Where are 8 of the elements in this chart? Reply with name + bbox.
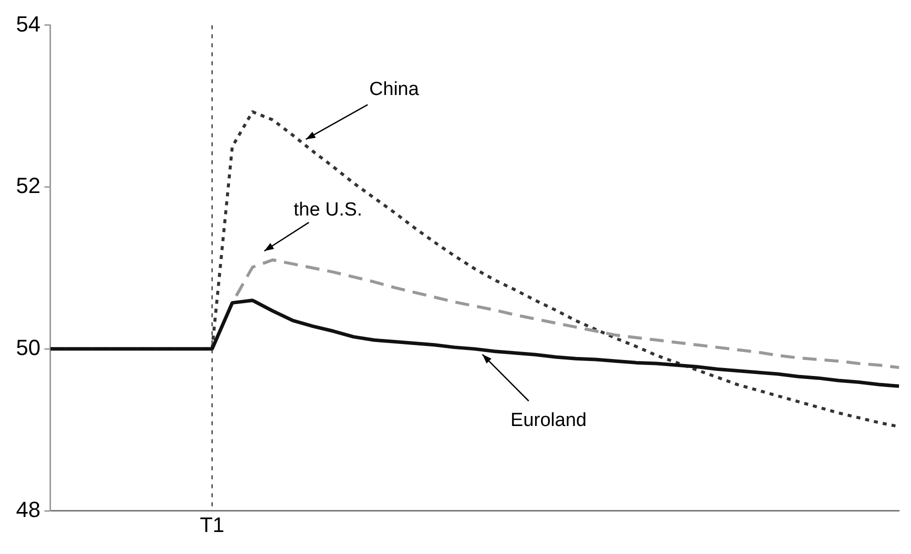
y-tick-label: 54 [16, 11, 40, 36]
annotation: the U.S. [294, 199, 362, 220]
y-tick-label: 52 [16, 173, 40, 198]
y-tick-label: 50 [16, 334, 40, 360]
y-tick-label: 48 [16, 496, 40, 522]
annotation: China [369, 79, 420, 100]
annotation: Euroland [510, 410, 587, 432]
x-tick-label: T1 [200, 514, 224, 538]
